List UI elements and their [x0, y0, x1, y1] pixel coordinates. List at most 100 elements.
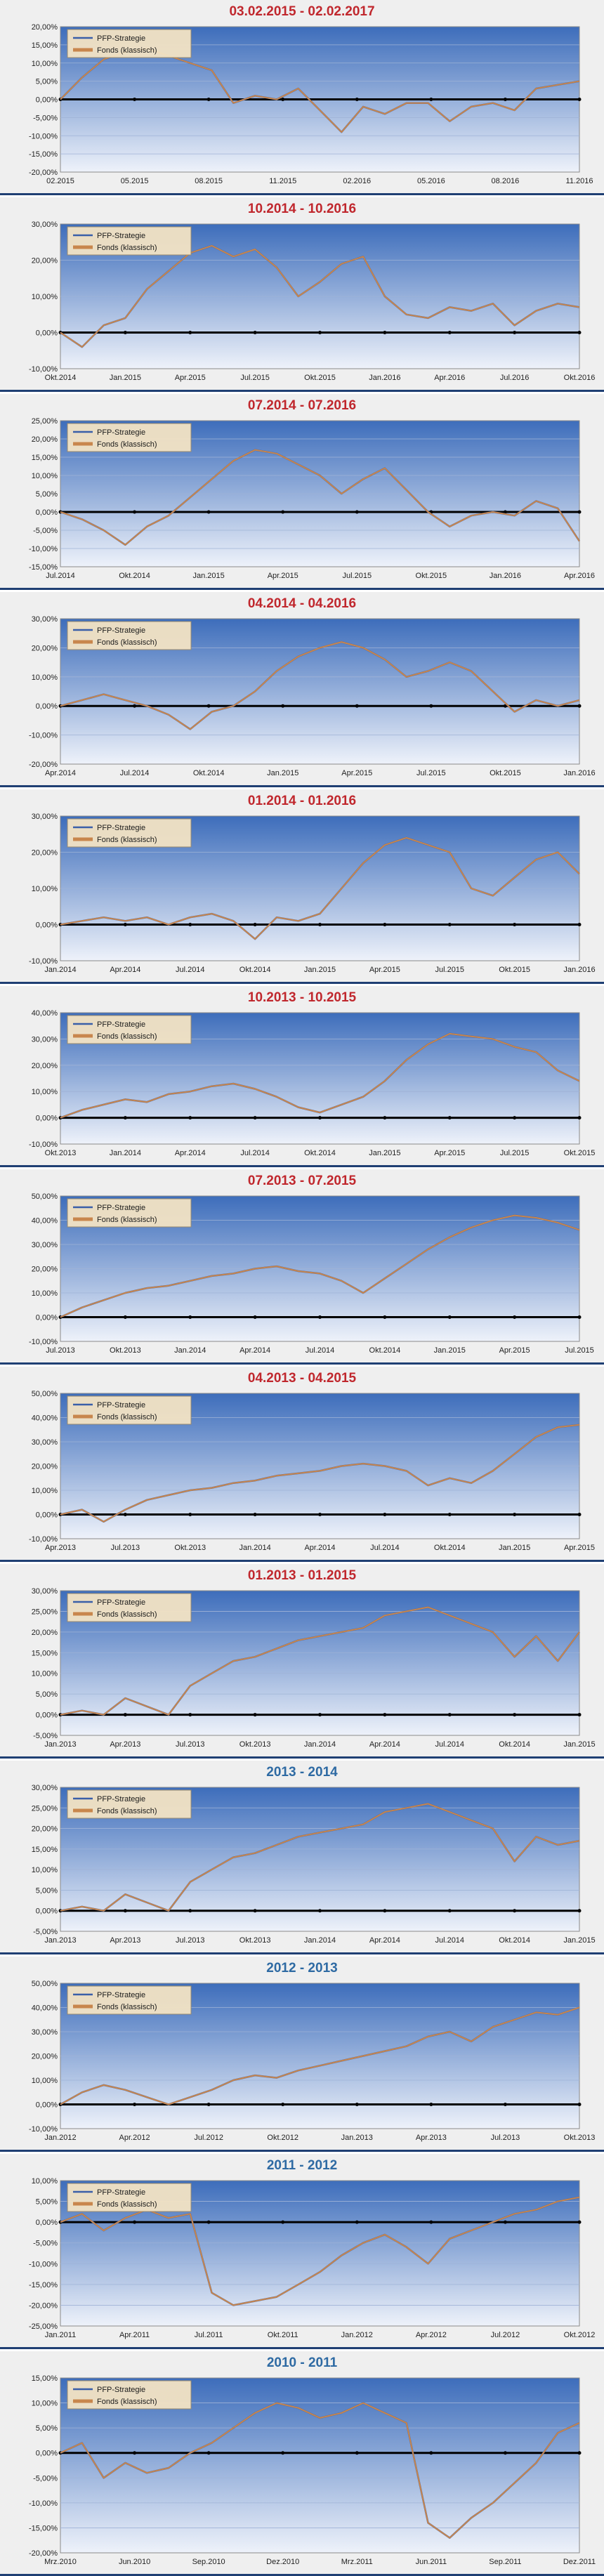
chart-svg: 50,00% 40,00% 30,00% 20,00% 10,00% 0,00% -10,0…: [29, 1980, 595, 2142]
chart-title: 03.02.2015 - 02.02.2017: [229, 4, 375, 19]
axis-tick-mark: [318, 923, 322, 926]
legend-box: [67, 818, 192, 848]
legend-label-fund: Fonds (klassisch): [97, 836, 157, 844]
axis-tick-mark: [513, 1513, 517, 1516]
x-tick-label: Okt.2015: [490, 769, 521, 777]
x-tick-label: Jul.2014: [240, 1149, 270, 1157]
x-tick-label: Jul.2013: [111, 1544, 140, 1552]
chart-panel: 2013 - 2014 30,00% 25,00% 20,00% 15,00% 10,00…: [0, 1761, 604, 1954]
chart-title: 2011 - 2012: [266, 2158, 338, 2173]
legend-label-strategy: PFP-Strategie: [97, 1020, 145, 1029]
y-tick-label: 30,00%: [32, 1035, 58, 1044]
axis-tick-mark: [577, 1713, 582, 1717]
x-tick-label: Apr.2015: [434, 1149, 465, 1157]
x-tick-label: Apr.2014: [110, 966, 140, 974]
axis-tick-mark: [383, 331, 387, 334]
y-tick-label: 0,00%: [36, 2101, 58, 2110]
x-tick-label: Jul.2013: [176, 1936, 205, 1945]
x-tick-label: Apr.2014: [175, 1149, 206, 1157]
y-tick-label: -15,00%: [29, 2524, 58, 2532]
x-tick-label: Jan.2015: [563, 1936, 595, 1945]
axis-tick-mark: [355, 704, 359, 708]
axis-tick-mark: [577, 2103, 582, 2106]
chart-svg: 30,00% 25,00% 20,00% 15,00% 10,00% 5,00% 0,00%…: [32, 1587, 596, 1749]
x-tick-label: Okt.2013: [174, 1544, 206, 1552]
x-tick-label: Jul.2015: [435, 966, 464, 974]
legend-label-fund: Fonds (klassisch): [97, 1413, 157, 1421]
y-tick-label: -20,00%: [29, 761, 58, 769]
y-tick-label: 10,00%: [32, 1866, 58, 1874]
chart-panel: 07.2013 - 07.2015 50,00% 40,00% 30,00% 20,00…: [0, 1169, 604, 1365]
axis-tick-mark: [503, 2451, 507, 2455]
y-tick-label: 0,00%: [36, 508, 58, 517]
y-tick-label: 20,00%: [32, 435, 58, 444]
legend-box: [67, 1015, 192, 1044]
y-tick-label: 25,00%: [32, 417, 58, 426]
x-tick-label: Okt.2012: [564, 2331, 596, 2339]
y-tick-label: 10,00%: [32, 293, 58, 301]
chart-svg: 30,00% 20,00% 10,00% 0,00% -10,00%Jan.2014 Ap…: [29, 813, 596, 974]
x-tick-label: 05.2015: [121, 177, 149, 185]
chart-title: 04.2014 - 04.2016: [247, 596, 357, 611]
chart-title: 01.2013 - 01.2015: [247, 1568, 357, 1583]
chart-panel: 03.02.2015 - 02.02.2017 20,00% 15,00% 10,00…: [0, 0, 604, 195]
x-tick-label: Okt.2013: [110, 1346, 141, 1355]
legend-box: [67, 1395, 192, 1425]
axis-tick-mark: [206, 2103, 211, 2106]
legend-label-fund: Fonds (klassisch): [97, 1032, 157, 1041]
axis-tick-mark: [577, 1315, 582, 1319]
axis-tick-mark: [123, 1315, 127, 1319]
series-line-fund: [60, 449, 580, 546]
y-tick-label: 10,00%: [32, 2177, 58, 2186]
y-tick-label: -5,00%: [33, 527, 58, 535]
chart-title: 10.2014 - 10.2016: [247, 202, 357, 216]
y-tick-label: 30,00%: [32, 2028, 58, 2037]
x-tick-label: Jan.2015: [304, 966, 336, 974]
chart-title: 10.2013 - 10.2015: [247, 990, 357, 1005]
x-tick-label: Okt.2014: [499, 1936, 530, 1945]
x-tick-label: Jul.2016: [500, 374, 530, 382]
axis-tick-mark: [188, 1909, 192, 1913]
y-tick-label: 50,00%: [32, 1192, 58, 1201]
y-tick-label: 0,00%: [36, 702, 58, 711]
axis-tick-mark: [133, 704, 137, 708]
x-tick-label: Jul.2012: [491, 2331, 520, 2339]
y-tick-label: 10,00%: [32, 885, 58, 893]
x-tick-label: Apr.2014: [304, 1544, 335, 1552]
y-tick-label: 30,00%: [32, 221, 58, 229]
chart-panel: 10.2013 - 10.2015 40,00% 30,00% 20,00% 10,00…: [0, 986, 604, 1167]
axis-tick-mark: [383, 923, 387, 926]
y-tick-label: 10,00%: [32, 60, 58, 68]
y-tick-label: -15,00%: [29, 150, 58, 159]
y-tick-label: 15,00%: [32, 2374, 58, 2383]
x-tick-label: Jan.2012: [44, 2134, 76, 2142]
axis-tick-mark: [383, 1315, 387, 1319]
x-tick-label: Mrz.2011: [341, 2558, 373, 2566]
axis-tick-mark: [429, 98, 433, 101]
x-tick-label: Apr.2016: [564, 572, 595, 580]
legend-label-fund: Fonds (klassisch): [97, 1807, 157, 1815]
legend-label-strategy: PFP-Strategie: [97, 1795, 145, 1803]
legend-box: [67, 2183, 192, 2212]
axis-tick-mark: [253, 1909, 257, 1913]
axis-tick-mark: [577, 2220, 582, 2224]
chart-panel: 01.2014 - 01.2016 30,00% 20,00% 10,00% 0,00%…: [0, 789, 604, 984]
legend-box: [67, 1198, 192, 1228]
x-tick-label: Jul.2013: [176, 1740, 205, 1749]
y-tick-label: -5,00%: [33, 2240, 58, 2248]
axis-tick-mark: [133, 2220, 137, 2224]
x-tick-label: Jul.2014: [435, 1936, 464, 1945]
axis-tick-mark: [253, 1513, 257, 1516]
y-tick-label: 10,00%: [32, 2400, 58, 2408]
axis-tick-mark: [503, 98, 507, 101]
y-tick-label: -5,00%: [33, 1928, 58, 1936]
axis-tick-mark: [429, 704, 433, 708]
axis-tick-mark: [253, 1315, 257, 1319]
legend-label-strategy: PFP-Strategie: [97, 824, 145, 832]
axis-tick-mark: [133, 2103, 137, 2106]
x-tick-label: Jul.2015: [416, 769, 446, 777]
x-tick-label: Jan.2015: [369, 1149, 400, 1157]
x-tick-label: Okt.2014: [193, 769, 225, 777]
axis-tick-mark: [253, 1116, 257, 1120]
chart-title: 2013 - 2014: [266, 1765, 338, 1780]
